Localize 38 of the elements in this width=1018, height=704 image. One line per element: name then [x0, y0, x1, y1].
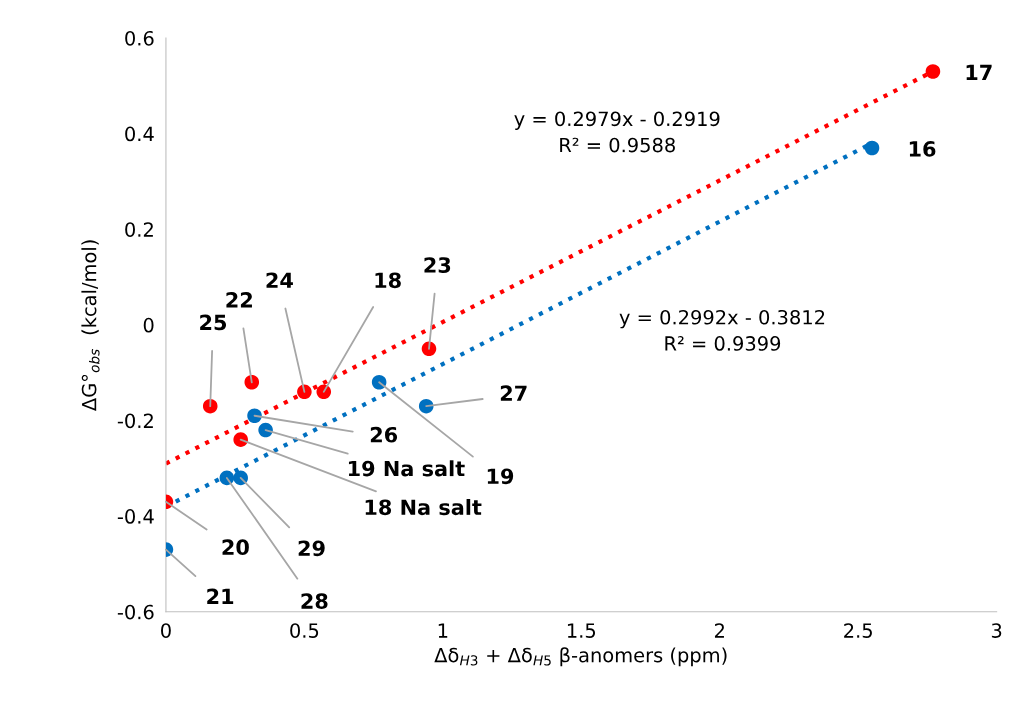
x-tick-label: 0 [161, 623, 171, 638]
y-tick-label: -0.2 [117, 413, 153, 429]
annotation: 26 [370, 426, 398, 443]
annotation: 18 Na salt [365, 499, 482, 516]
y-axis-title: ΔG°$_{obs}$ (kcal/mol) [81, 240, 100, 411]
annotation: y = 0.2979x - 0.2919 R² = 0.9588 [514, 111, 720, 153]
annotation: 16 [909, 141, 936, 157]
annotation: 22 [226, 292, 252, 308]
annotation: 19 Na salt [348, 460, 465, 477]
annotation: y = 0.2992x - 0.3812 R² = 0.9399 [619, 309, 825, 351]
x-tick-label: 1 [438, 623, 448, 638]
x-tick-label: 0.5 [290, 623, 319, 638]
y-tick-label: -0.4 [117, 509, 154, 524]
y-tick-label: -0.6 [117, 604, 154, 620]
annotation: 23 [424, 257, 451, 273]
annotation: 21 [207, 588, 234, 604]
y-tick-label: 0.4 [125, 126, 154, 142]
annotation: 25 [200, 314, 227, 331]
y-tick-label: 0.6 [125, 30, 154, 46]
annotation: 29 [298, 540, 325, 557]
annotation: 27 [500, 385, 527, 401]
x-tick-label: 2 [714, 623, 724, 638]
x-tick-label: 2.5 [844, 623, 872, 638]
y-tick-label: 0 [143, 317, 154, 333]
point [247, 408, 262, 424]
point [864, 140, 880, 156]
y-tick-label: 0.2 [125, 222, 153, 237]
annotation: 17 [966, 64, 992, 81]
x-axis-title: Δδ$_{H3}$ + Δδ$_{H5}$ β-anomers (ppm) [434, 647, 727, 667]
point [418, 398, 434, 414]
x-tick-label: 1.5 [567, 623, 596, 638]
annotation: 28 [301, 593, 328, 609]
point [925, 64, 941, 79]
annotation: 19 [487, 468, 514, 485]
annotation: 24 [266, 272, 293, 288]
annotation: 20 [222, 539, 249, 556]
x-tick-label: 3 [991, 623, 1002, 638]
annotation: 18 [375, 272, 401, 289]
